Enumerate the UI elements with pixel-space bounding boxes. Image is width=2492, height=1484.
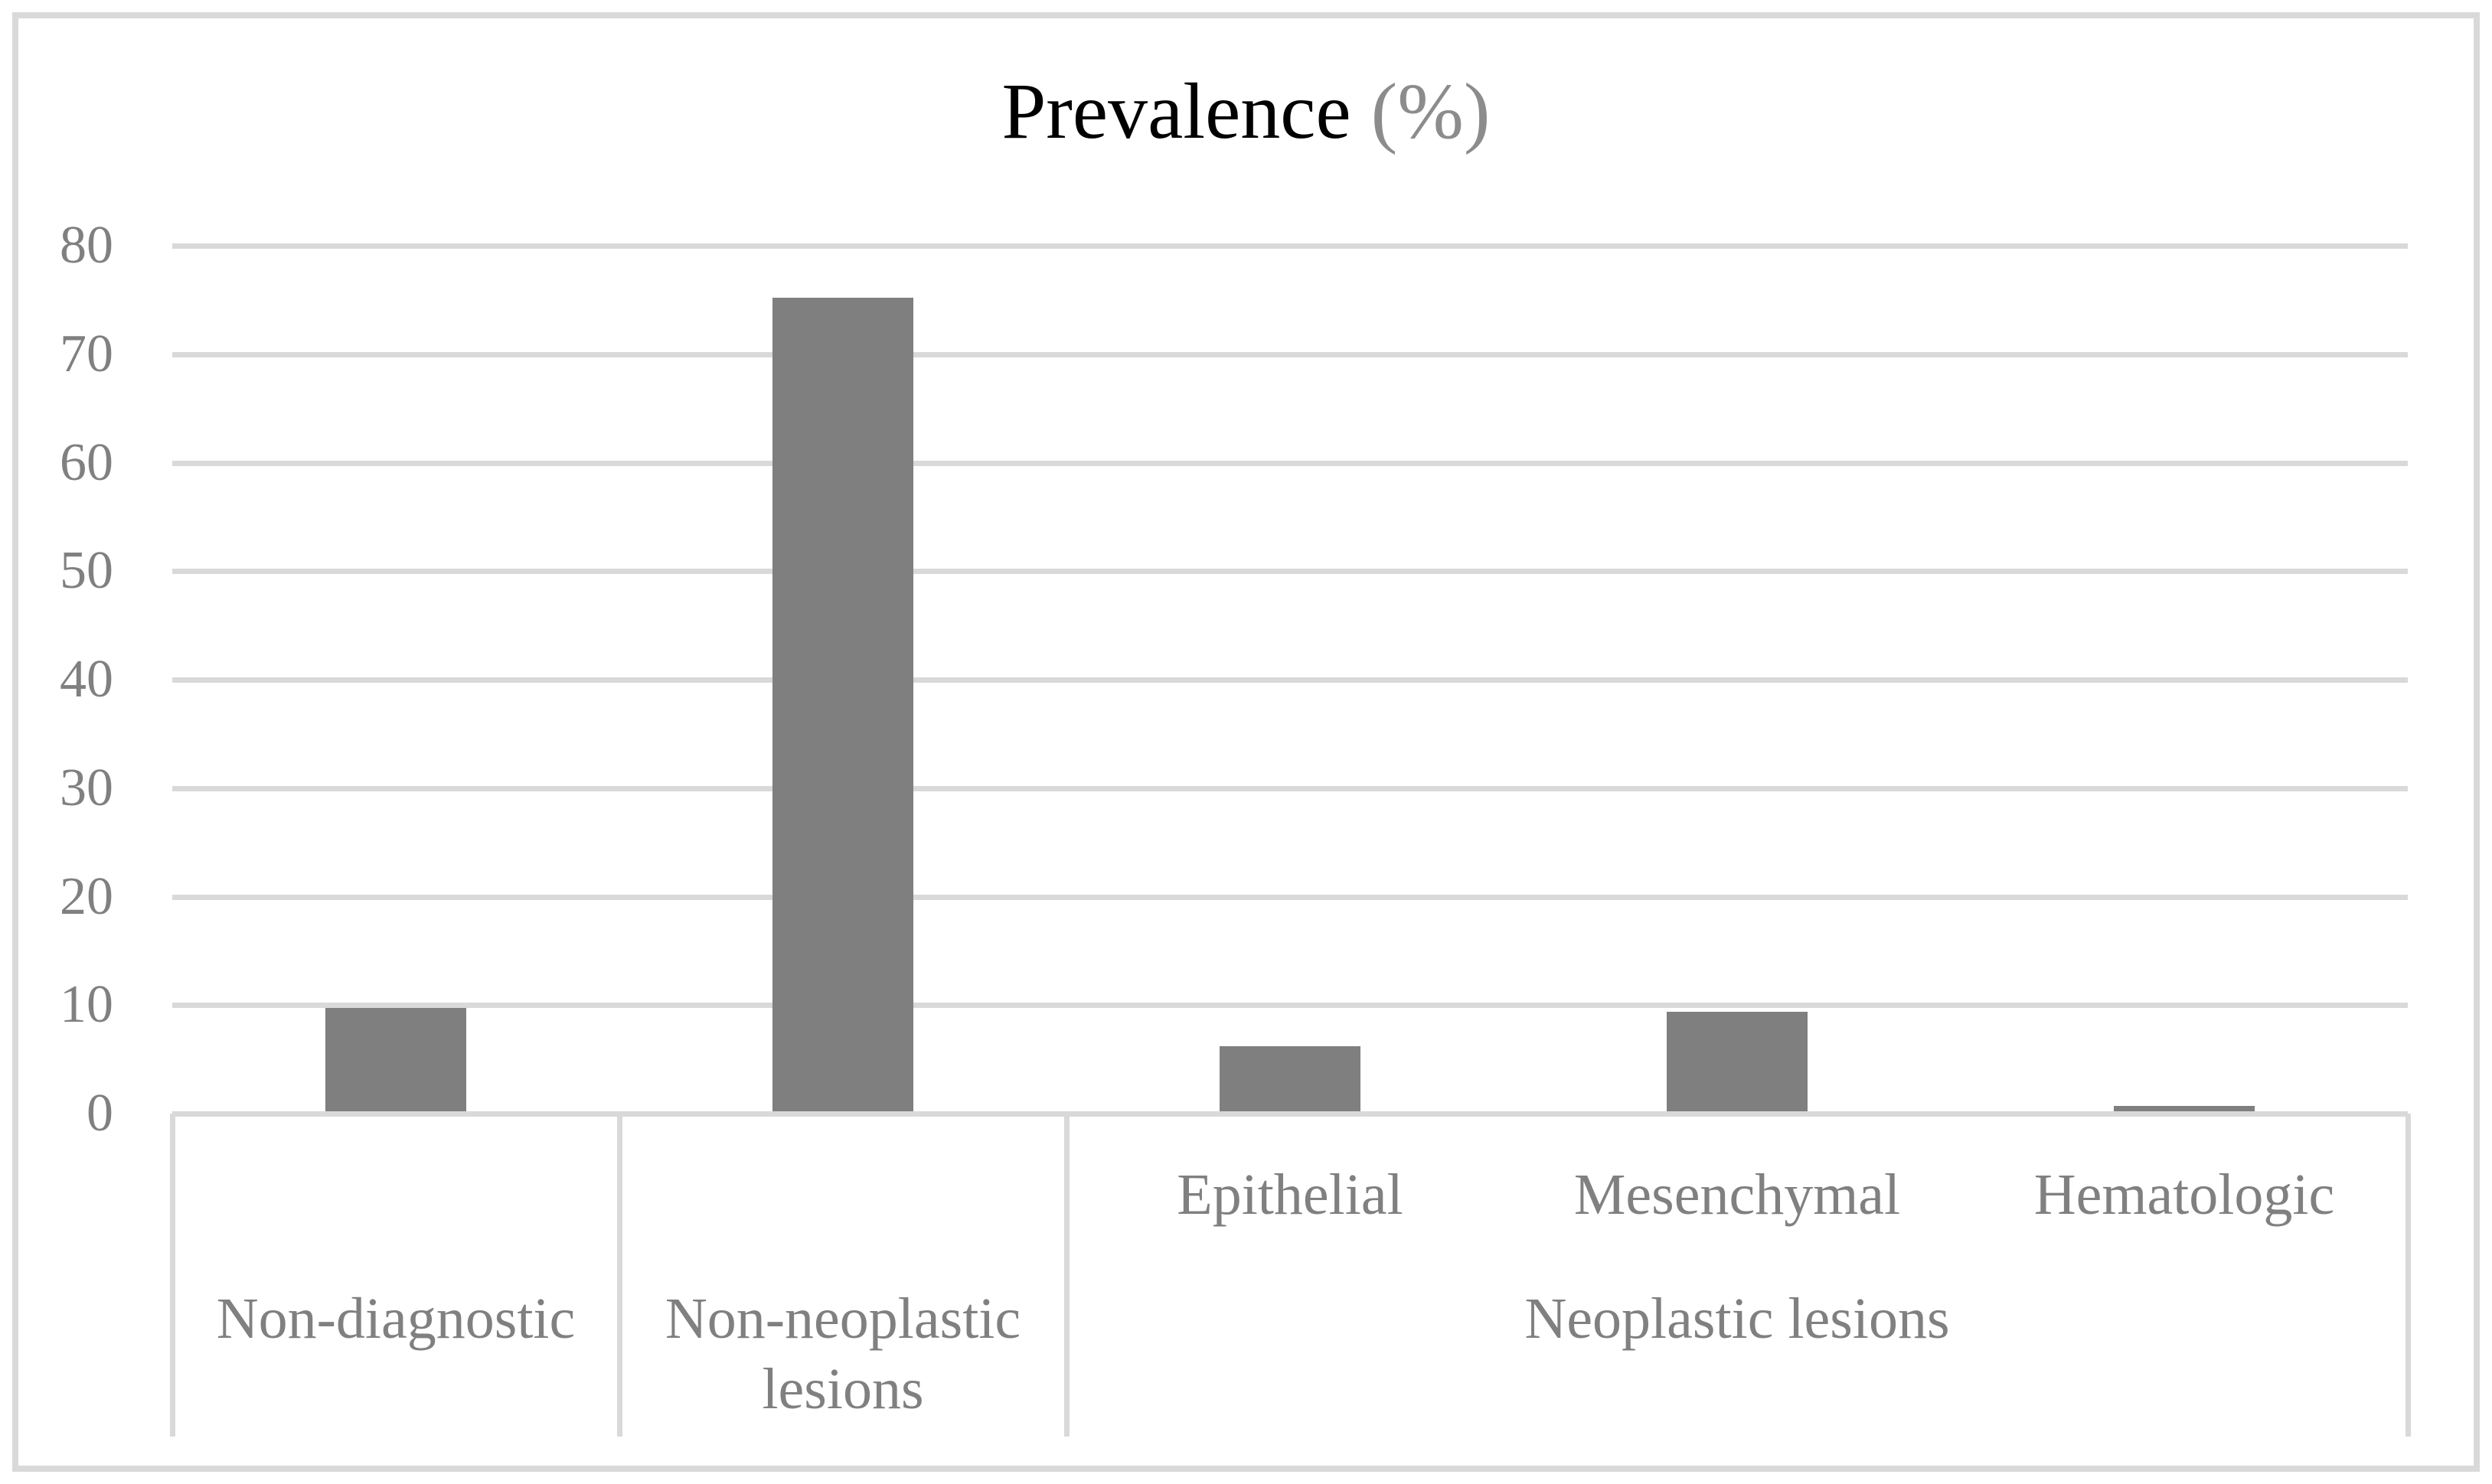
gridline <box>172 243 2408 249</box>
category-divider <box>1064 1114 1070 1437</box>
chart-title-unit: (%) <box>1351 67 1491 155</box>
group-category-label: Non-neoplastic lesions <box>665 1287 1021 1421</box>
group-category-label: Neoplastic lesions <box>1524 1287 1950 1351</box>
leaf-category-label: Mesenchymal <box>1573 1163 1901 1227</box>
y-tick-label: 30 <box>60 758 113 817</box>
y-tick-label: 60 <box>60 433 113 492</box>
gridline <box>172 895 2408 900</box>
y-tick-label: 80 <box>60 216 113 275</box>
gridline <box>172 677 2408 683</box>
figure-border <box>12 12 2480 1472</box>
bar-epithelial <box>1220 1046 1360 1111</box>
y-tick-label: 40 <box>60 650 113 709</box>
y-tick-label: 10 <box>60 975 113 1034</box>
leaf-category-label: Hematologic <box>2033 1163 2335 1227</box>
category-divider <box>617 1114 622 1437</box>
bar-mesenchymal <box>1667 1012 1808 1111</box>
gridline <box>172 352 2408 357</box>
gridline <box>172 461 2408 466</box>
chart-title-text: Prevalence <box>1001 67 1351 155</box>
gridline <box>172 569 2408 574</box>
y-tick-label: 0 <box>87 1084 113 1143</box>
bar-hematologic <box>2114 1106 2255 1111</box>
leaf-category-label: Epithelial <box>1177 1163 1403 1227</box>
chart-title: Prevalence (%) <box>0 66 2492 158</box>
bar-non-diagnostic <box>325 1008 466 1111</box>
x-axis-line <box>172 1111 2408 1117</box>
gridline <box>172 1003 2408 1008</box>
y-tick-label: 20 <box>60 867 113 926</box>
gridline <box>172 786 2408 791</box>
y-tick-label: 70 <box>60 325 113 383</box>
bar-non-neoplastic-lesions <box>772 298 913 1111</box>
y-tick-label: 50 <box>60 541 113 600</box>
category-divider <box>170 1114 175 1437</box>
category-divider <box>2405 1114 2411 1437</box>
group-category-label: Non-diagnostic <box>216 1287 576 1351</box>
